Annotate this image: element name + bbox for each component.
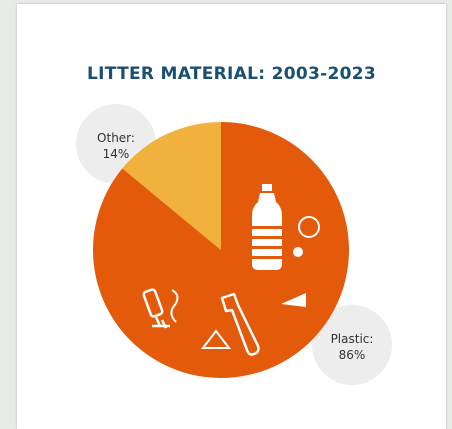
triangle-icon: [281, 293, 306, 307]
triangle-outline-icon: [200, 329, 232, 349]
pie-slice-plastic: [92, 122, 349, 378]
bottle-icon: [252, 184, 282, 270]
other-label: Other:: [97, 131, 135, 145]
chart-title: LITTER MATERIAL: 2003-2023: [87, 64, 376, 84]
plastic-label: Plastic:: [331, 332, 374, 346]
lighter-icon: [142, 288, 179, 329]
plastic-value: 86%: [339, 348, 366, 362]
pie-slices: [92, 122, 349, 378]
other-value: 14%: [103, 147, 130, 161]
circle-icon: [298, 216, 320, 238]
plastic-label-bubble: [312, 305, 392, 385]
dot-icon: [293, 247, 303, 257]
straw-icon: [220, 292, 260, 356]
pie-slice-other: [122, 122, 221, 250]
